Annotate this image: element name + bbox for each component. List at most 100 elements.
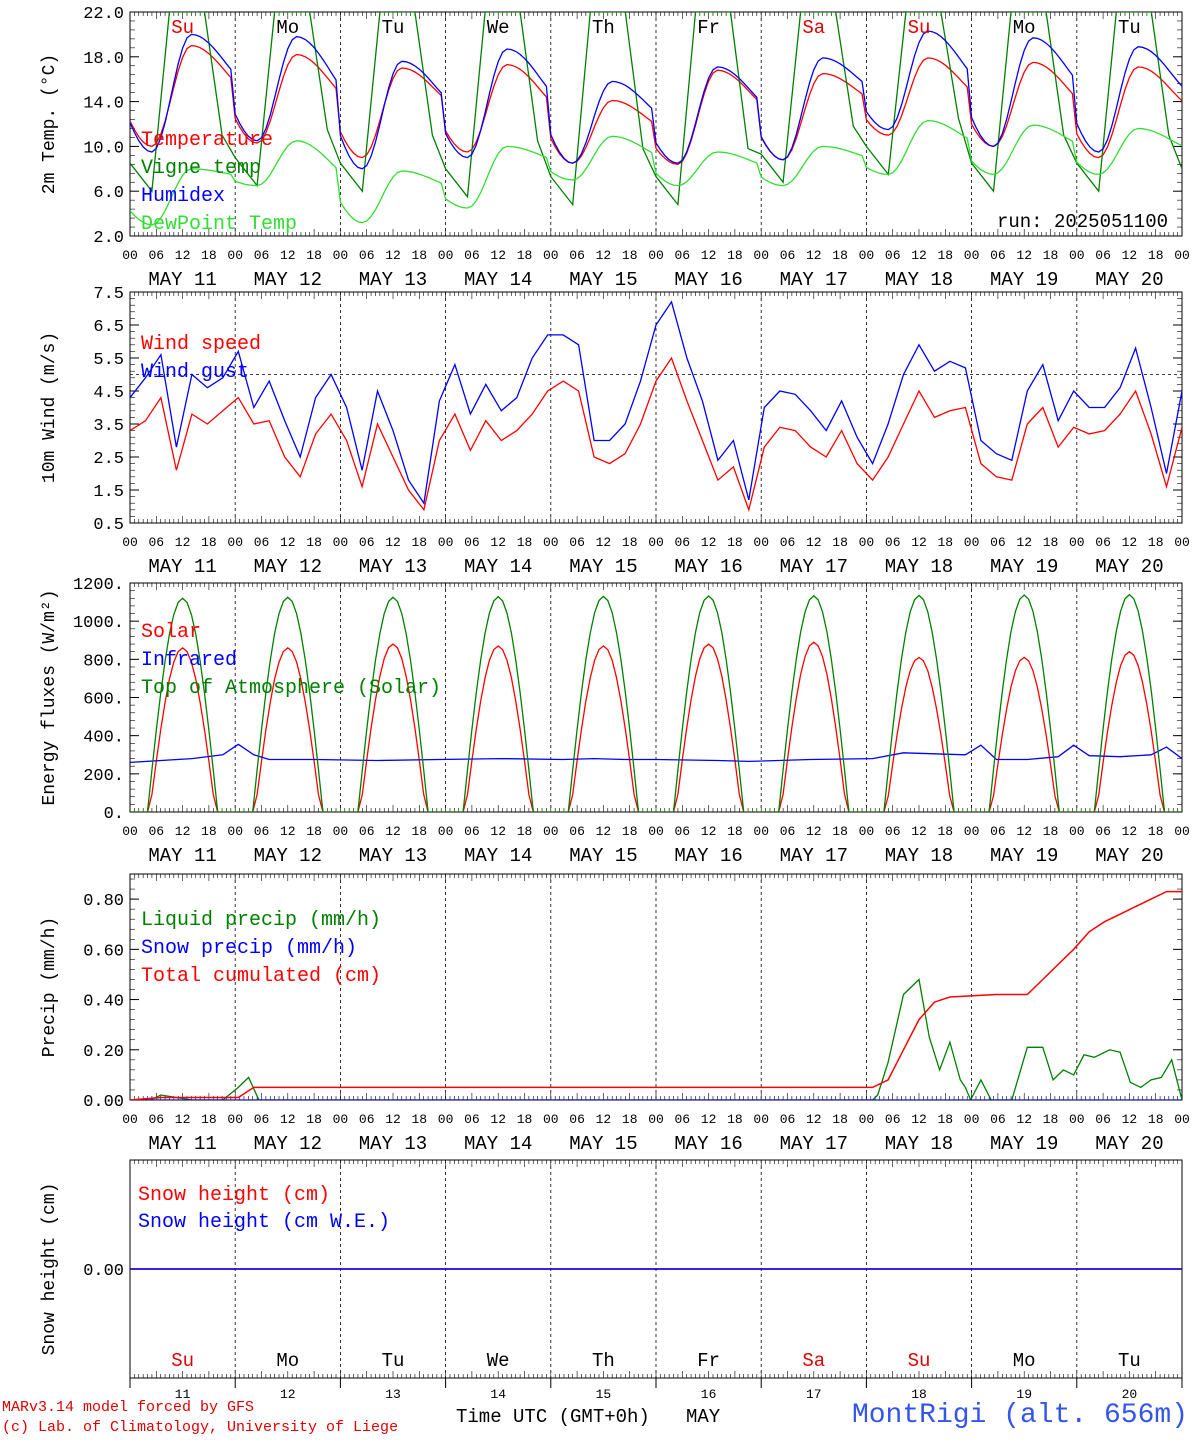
hour-tick-label: 00 [227,824,243,839]
weekday-label: Su [908,17,931,39]
hour-tick-label: 18 [937,535,953,550]
y-axis-label: Snow height (cm) [40,1183,60,1356]
day-number-label: 20 [1122,1387,1138,1402]
hour-tick-label: 00 [333,535,349,550]
hour-tick-label: 00 [122,824,138,839]
hour-tick-label: 18 [937,248,953,263]
weekday-label: Tu [1118,17,1141,39]
weekday-label: Th [592,17,615,39]
hour-tick-label: 00 [648,535,664,550]
series-line-wind-speed [130,356,1182,513]
hour-tick-label: 00 [1174,824,1190,839]
hour-tick-label: 12 [806,248,822,263]
hour-tick-label: 18 [1043,1112,1059,1127]
hour-tick-label: 06 [780,824,796,839]
hour-tick-label: 06 [990,1112,1006,1127]
hour-tick-label: 00 [1069,824,1085,839]
hour-tick-label: 12 [1016,824,1032,839]
hour-tick-label: 00 [1174,535,1190,550]
weekday-label: Sa [802,1350,825,1372]
hour-tick-label: 18 [201,248,217,263]
weekday-label: Mo [276,17,299,39]
hour-tick-label: 00 [964,1112,980,1127]
legend-entry: Wind speed [141,333,261,356]
hour-tick-label: 12 [490,535,506,550]
hour-tick-label: 00 [648,248,664,263]
day-label: MAY 15 [569,1133,637,1155]
hour-tick-label: 06 [990,535,1006,550]
station-label: MontRigi (alt. 656m) [851,1400,1188,1431]
hour-tick-label: 12 [596,535,612,550]
hour-tick-label: 00 [438,535,454,550]
hour-tick-label: 00 [964,824,980,839]
hour-tick-label: 12 [701,535,717,550]
day-label: MAY 19 [990,1133,1058,1155]
series-line-humidex [130,30,1182,170]
hour-tick-label: 18 [306,1112,322,1127]
model-credit: MARv3.14 model forced by GFS [2,1399,255,1416]
hour-tick-label: 06 [885,535,901,550]
day-label: MAY 11 [148,269,216,291]
day-label: MAY 20 [1095,556,1163,578]
y-tick-label: 4.5 [93,384,124,403]
hour-tick-label: 06 [359,1112,375,1127]
day-label: MAY 13 [359,556,427,578]
hour-tick-label: 06 [674,535,690,550]
day-label: MAY 17 [780,556,848,578]
y-tick-label: 2.0 [93,229,124,248]
hour-tick-label: 12 [1016,535,1032,550]
hour-tick-label: 18 [622,824,638,839]
y-tick-label: 1000. [73,614,124,633]
hour-tick-label: 12 [596,248,612,263]
hour-tick-label: 18 [622,248,638,263]
y-tick-label: 200. [83,767,124,786]
weekday-label: Tu [1118,1350,1141,1372]
day-number-label: 16 [701,1387,717,1402]
day-label: MAY 13 [359,1133,427,1155]
y-axis-label: Energy fluxes (W/m²) [40,589,60,805]
hour-tick-label: 06 [885,248,901,263]
hour-tick-label: 00 [753,248,769,263]
hour-tick-label: 18 [1043,248,1059,263]
y-axis-label: 10m Wind (m/s) [40,332,60,483]
hour-tick-label: 06 [990,824,1006,839]
day-number-label: 13 [385,1387,401,1402]
day-label: MAY 18 [885,556,953,578]
hour-tick-label: 00 [227,248,243,263]
y-axis-label: Precip (mm/h) [40,917,60,1057]
legend-entry: Snow height (cm) [138,1184,330,1207]
hour-tick-label: 12 [1122,248,1138,263]
hour-tick-label: 00 [122,248,138,263]
y-tick-label: 0.40 [83,993,124,1012]
hour-tick-label: 18 [1148,535,1164,550]
day-label: MAY 19 [990,845,1058,867]
hour-tick-label: 18 [832,248,848,263]
legend-entry: DewPoint Temp [141,213,297,236]
day-label: MAY 16 [674,1133,742,1155]
hour-tick-label: 12 [175,535,191,550]
day-label: MAY 11 [148,556,216,578]
series-line-dewpoint-temp [130,119,1182,226]
hour-tick-label: 18 [411,535,427,550]
y-tick-label: 400. [83,729,124,748]
day-label: MAY 14 [464,1133,532,1155]
weekday-label: Fr [697,17,720,39]
hour-tick-label: 06 [569,1112,585,1127]
hour-tick-label: 06 [569,824,585,839]
hour-tick-label: 12 [911,824,927,839]
hour-tick-label: 12 [701,824,717,839]
hour-tick-label: 00 [648,1112,664,1127]
hour-tick-label: 18 [622,535,638,550]
hour-tick-label: 18 [306,535,322,550]
day-label: MAY 20 [1095,269,1163,291]
hour-tick-label: 00 [122,535,138,550]
hour-tick-label: 00 [859,1112,875,1127]
lab-credit: (c) Lab. of Climatology, University of L… [2,1419,399,1436]
legend-entry: Wind gust [141,361,249,384]
hour-tick-label: 06 [674,248,690,263]
hour-tick-label: 00 [964,248,980,263]
weekday-label: Sa [802,17,825,39]
hour-tick-label: 00 [227,1112,243,1127]
hour-tick-label: 06 [1095,1112,1111,1127]
legend-entry: Top of Atmosphere (Solar) [141,677,441,700]
